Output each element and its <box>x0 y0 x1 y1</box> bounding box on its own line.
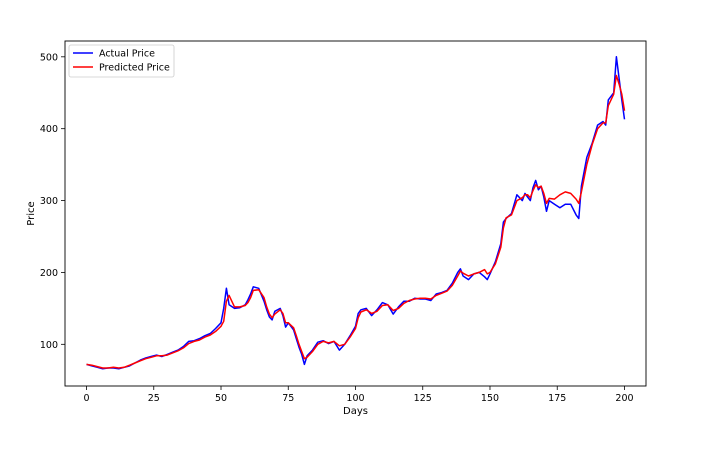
legend-label-actual: Actual Price <box>99 49 155 60</box>
y-tick-label: 500 <box>40 52 58 63</box>
y-tick-label: 200 <box>40 268 58 279</box>
x-tick-label: 0 <box>83 393 89 404</box>
x-tick-label: 125 <box>414 393 432 404</box>
y-axis-ticks: 100 200 300 400 500 <box>40 52 65 351</box>
y-tick-label: 300 <box>40 196 58 207</box>
x-tick-label: 50 <box>215 393 227 404</box>
x-tick-label: 25 <box>148 393 160 404</box>
y-axis-label: Price <box>26 201 37 225</box>
series-line-predicted-price <box>86 74 626 369</box>
series-layer <box>86 56 626 370</box>
legend-box <box>68 44 175 78</box>
x-axis-label: Days <box>343 406 368 417</box>
x-axis-ticks: 0 25 50 75 100 125 150 175 200 <box>83 386 634 404</box>
x-tick-label: 200 <box>615 393 633 404</box>
legend-label-predicted: Predicted Price <box>99 63 170 74</box>
y-tick-label: 400 <box>40 124 58 135</box>
y-tick-label: 100 <box>40 340 58 351</box>
x-tick-label: 100 <box>346 393 364 404</box>
series-line-actual-price <box>86 56 626 370</box>
x-tick-label: 175 <box>548 393 566 404</box>
legend: Actual Price Predicted Price <box>68 44 175 78</box>
x-tick-label: 150 <box>481 393 499 404</box>
x-tick-label: 75 <box>282 393 294 404</box>
